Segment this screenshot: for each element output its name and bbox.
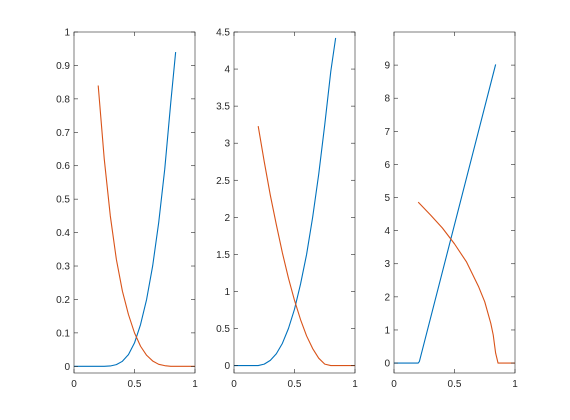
y-tick-label: 0 [224,361,230,372]
y-tick-label: 0.4 [56,228,70,239]
y-tick-label: 2.5 [216,176,230,187]
subplot-3: 0 0.5 1 0 1 2 3 4 5 6 7 8 9 [384,31,518,390]
y-tick-label: 1 [64,28,70,39]
y-tick-label: 2 [224,213,230,224]
y-tick-label: 3.5 [216,102,230,113]
x-tick-label: 0.5 [288,379,302,390]
y-tick-label: 0 [384,359,390,370]
subplot-1: 0 0.5 1 0 0.1 0.2 0.3 0.4 0.5 0.6 0.7 0.8 0.9 1 [56,28,198,391]
y-tick-label: 4 [384,226,390,237]
y-tick-label: 0.2 [56,295,70,306]
y-tick-label: 0.7 [56,128,70,139]
series-line-1 [394,64,497,364]
y-tick-label: 0.6 [56,161,70,172]
y-tick-label: 0.1 [56,328,70,339]
series-line-1 [234,37,337,367]
y-tick-label: 3 [384,259,390,270]
subplots: 0 0.5 100.10.20.30.40.50.60.70.80.910 0.5 10… [56,28,518,391]
x-tick-label: 0.5 [448,379,462,390]
y-tick-label: 7 [384,127,390,138]
y-tick-label: 0.9 [56,61,70,72]
y-tick-label: 3 [224,139,230,150]
y-tick-label: 2 [384,292,390,303]
series-line-2 [417,201,515,364]
y-tick-label: 9 [384,61,390,72]
series-line-2 [257,126,355,367]
x-tick-label: 0 [391,379,397,390]
x-tick-label: 1 [192,379,198,390]
x-tick-label: 0 [231,379,237,390]
series-line-2 [97,85,195,367]
x-tick-label: 0 [71,379,77,390]
series-line-1 [74,52,177,367]
y-tick-label: 4.5 [216,28,230,39]
y-tick-label: 6 [384,160,390,171]
y-tick-label: 1 [224,287,230,298]
y-tick-label: 0 [64,362,70,373]
subplot-2: 0 0.5 1 0 0.5 1 1.5 2 2.5 3 3.5 4 4.5 [216,28,358,391]
x-tick-label: 1 [512,379,518,390]
x-tick-label: 0.5 [128,379,142,390]
y-tick-label: 5 [384,193,390,204]
y-tick-label: 1 [384,325,390,336]
y-tick-label: 0.3 [56,262,70,273]
y-tick-label: 0.5 [216,324,230,335]
y-tick-label: 8 [384,94,390,105]
y-tick-label: 0.5 [56,195,70,206]
y-tick-label: 1.5 [216,250,230,261]
y-tick-label: 4 [224,65,230,76]
y-tick-label: 0.8 [56,94,70,105]
x-tick-label: 1 [352,379,358,390]
